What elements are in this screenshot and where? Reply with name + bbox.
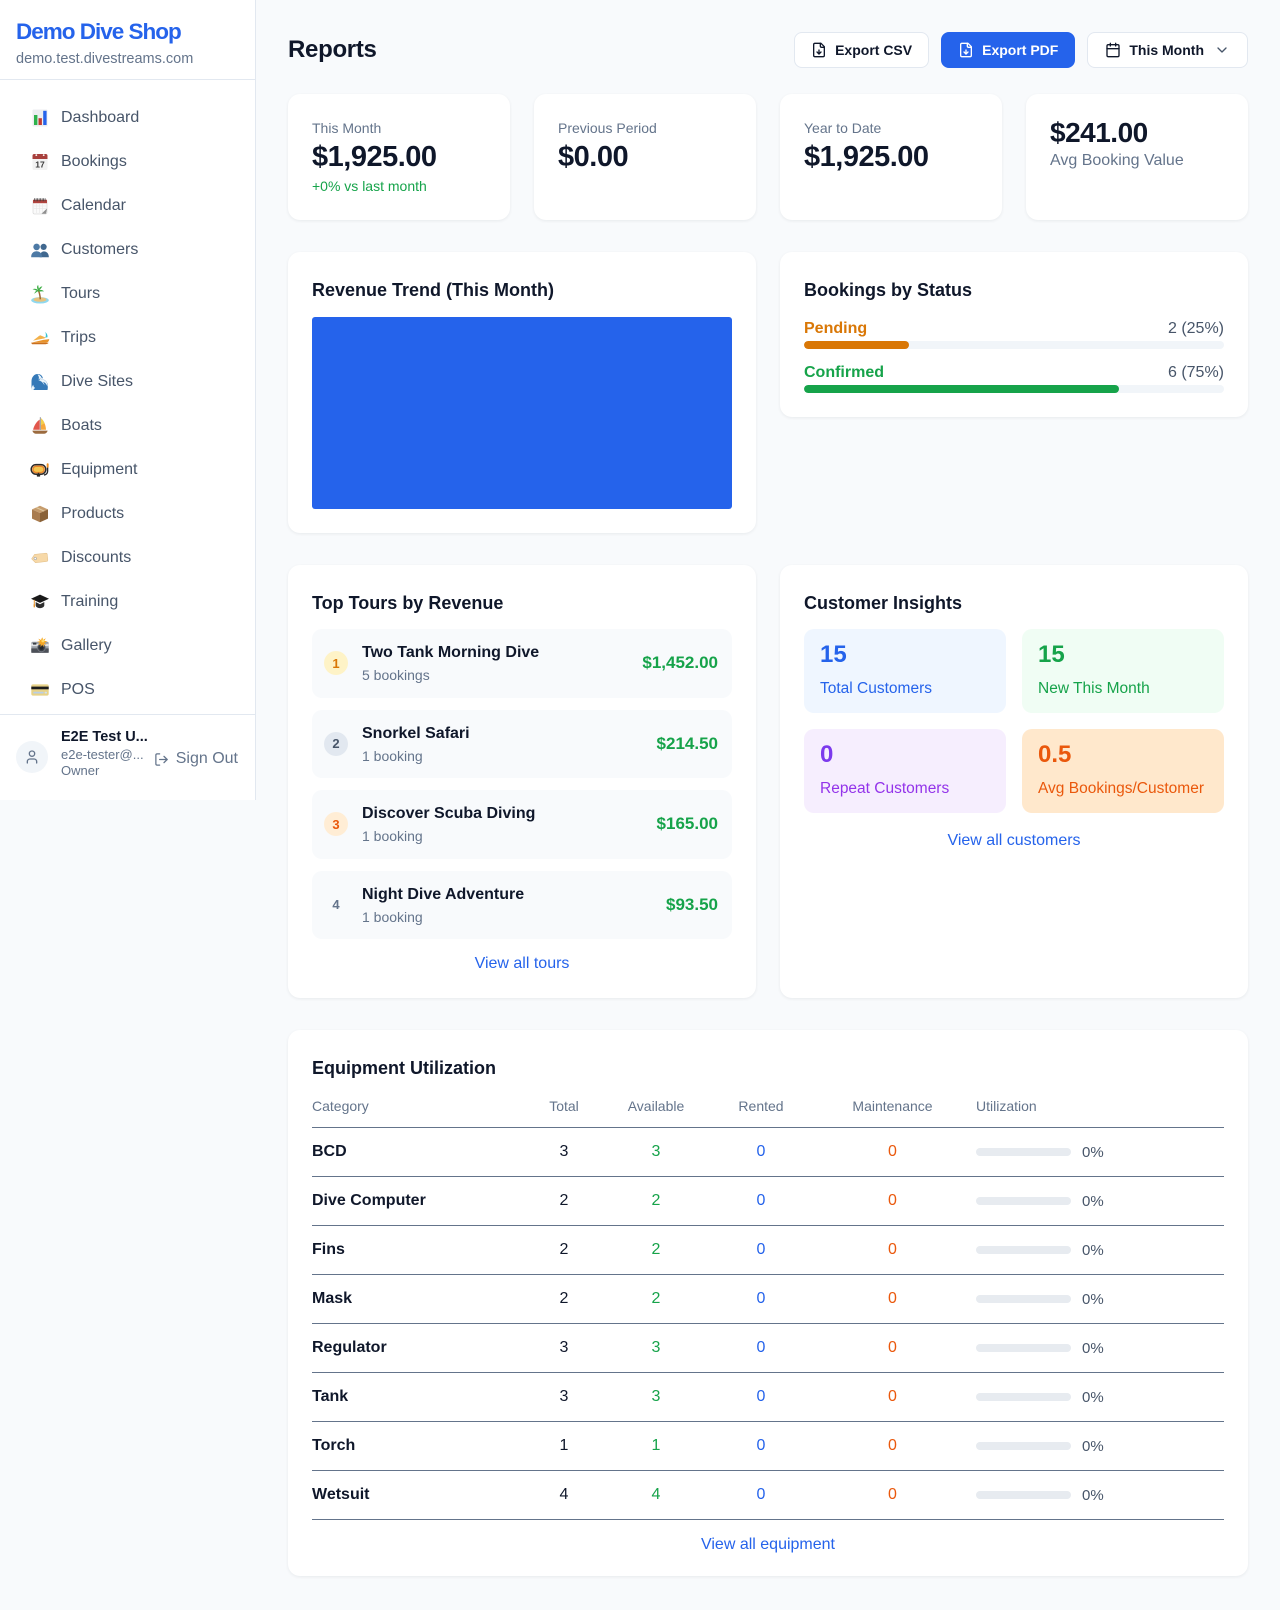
svg-text:17: 17 [35, 160, 45, 170]
